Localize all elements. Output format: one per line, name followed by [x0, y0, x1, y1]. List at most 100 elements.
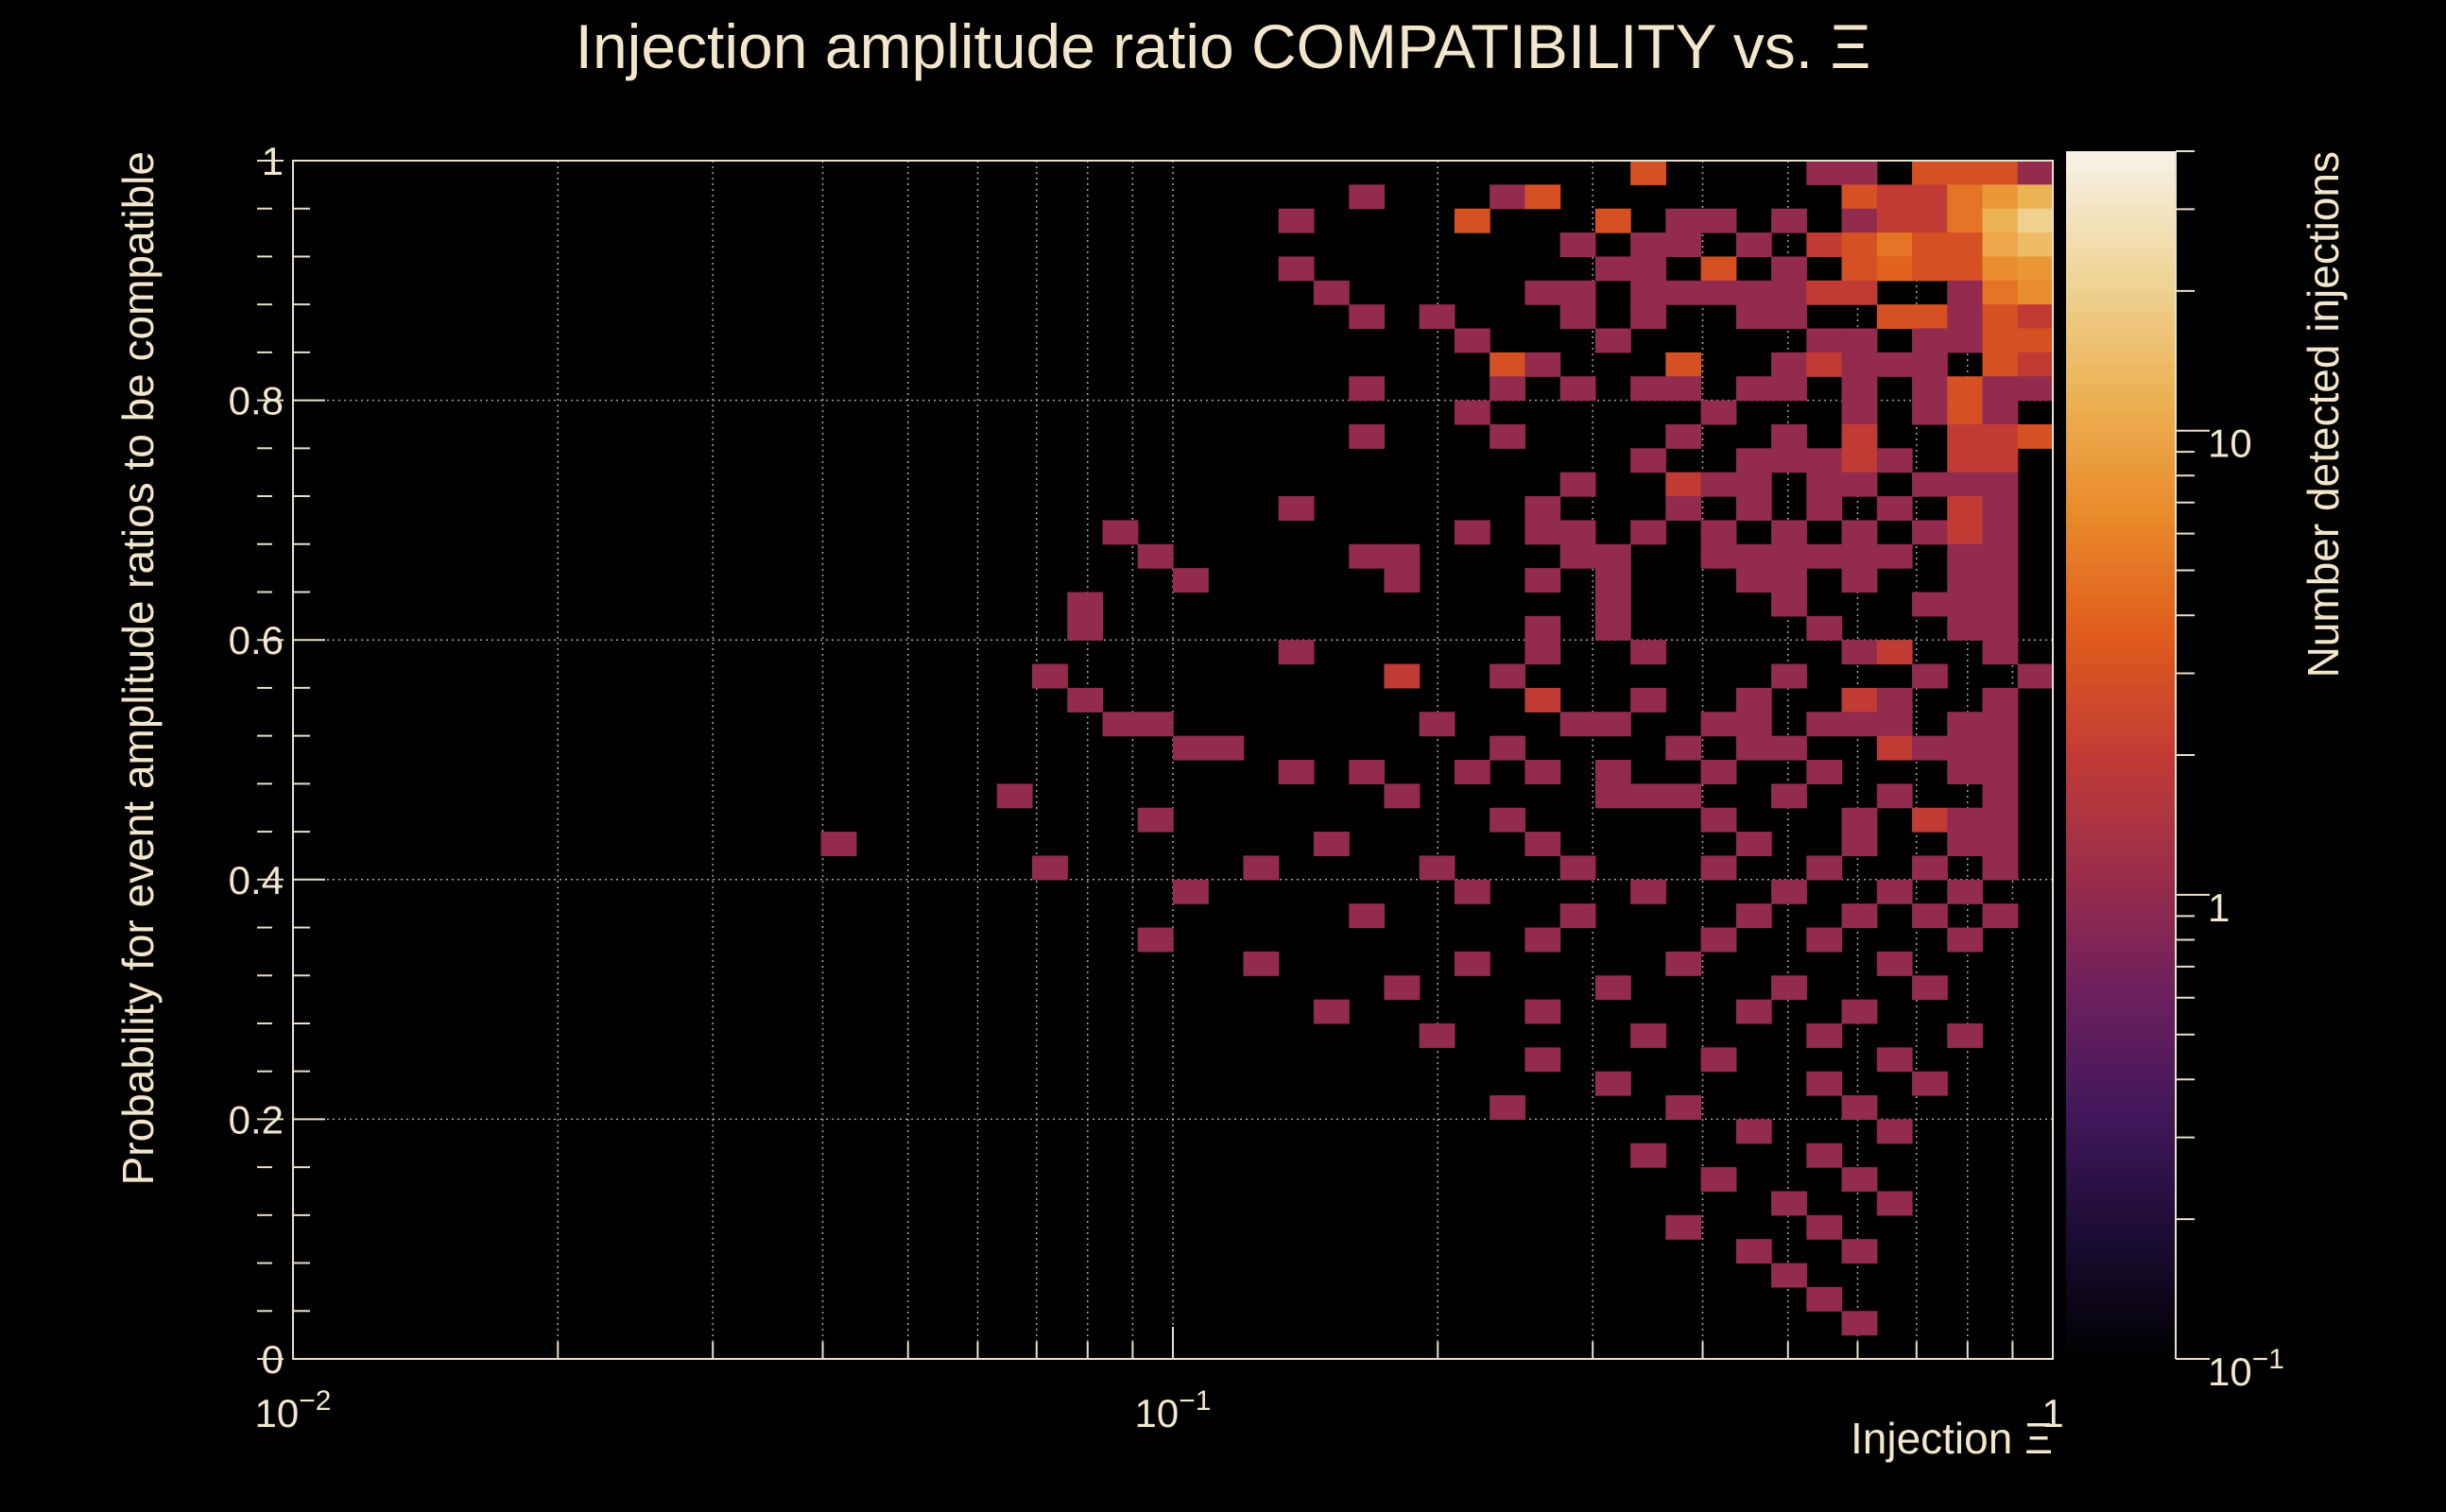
heatmap-cell	[1982, 232, 2019, 258]
heatmap-cell	[1700, 1047, 1737, 1073]
heatmap-cell	[1665, 280, 1702, 305]
heatmap-cell	[1630, 232, 1666, 258]
heatmap-cell	[1841, 256, 1878, 282]
colorbar-segment	[2066, 322, 2176, 334]
colorbar-segment	[2066, 282, 2176, 293]
heatmap-cell	[1841, 280, 1878, 305]
heatmap-cell	[1630, 879, 1666, 904]
heatmap-cell	[1700, 208, 1737, 233]
colorbar-segment	[2066, 433, 2176, 444]
colorbar-segment	[2066, 533, 2176, 545]
heatmap-cell	[1490, 376, 1525, 402]
heatmap-cell	[1630, 256, 1666, 282]
colorbar-segment	[2066, 1228, 2176, 1239]
colorbar-segment	[2066, 1217, 2176, 1229]
heatmap-cell	[1559, 304, 1596, 330]
heatmap-cell	[1665, 208, 1702, 233]
colorbar-segment	[2066, 986, 2176, 998]
heatmap-cell	[1243, 951, 1280, 976]
colorbar-segment	[2066, 745, 2176, 756]
heatmap-cell	[1735, 1119, 1772, 1144]
heatmap-cell	[1947, 615, 1984, 641]
colorbar-segment	[2066, 403, 2176, 414]
heatmap-cell	[1349, 760, 1386, 784]
heatmap-cell	[1806, 496, 1843, 521]
heatmap-cell	[1559, 472, 1596, 497]
heatmap-cell	[1876, 208, 1913, 233]
heatmap-cell	[1982, 807, 2019, 833]
heatmap-cell	[1806, 448, 1843, 473]
colorbar-segment	[2066, 926, 2176, 937]
heatmap-cell	[1137, 807, 1174, 833]
colorbar-segment	[2066, 574, 2176, 585]
heatmap-cell	[1982, 496, 2019, 521]
heatmap-cell	[2017, 423, 2054, 449]
heatmap-cell	[1841, 807, 1878, 833]
heatmap-cell	[1912, 663, 1948, 689]
heatmap-cell	[1630, 520, 1666, 545]
heatmap-cell	[2017, 256, 2054, 282]
heatmap-cell	[1806, 1214, 1843, 1240]
heatmap-cell	[1876, 735, 1913, 761]
heatmap-cell	[1982, 855, 2019, 881]
heatmap-cell	[1947, 161, 1984, 185]
heatmap-cell	[1349, 903, 1386, 929]
heatmap-cell	[1735, 448, 1772, 473]
heatmap-cell	[1771, 448, 1807, 473]
heatmap-cell	[1771, 543, 1807, 569]
colorbar-segment	[2066, 1329, 2176, 1340]
heatmap-cell	[1665, 352, 1702, 377]
colorbar-segment	[2066, 503, 2176, 515]
heatmap-cell	[1841, 640, 1878, 665]
heatmap-cell	[1735, 280, 1772, 305]
heatmap-cell	[1947, 256, 1984, 282]
colorbar-segment	[2066, 916, 2176, 927]
heatmap-cell	[1876, 712, 1913, 737]
heatmap-cell	[1771, 1263, 1807, 1288]
colorbar-segment	[2066, 815, 2176, 827]
colorbar-segment	[2066, 251, 2176, 263]
heatmap-cell	[1419, 855, 1456, 881]
colorbar-segment	[2066, 1258, 2176, 1269]
heatmap-cell	[1771, 208, 1807, 233]
heatmap-cell	[1313, 832, 1350, 857]
heatmap-cell	[1665, 1214, 1702, 1240]
heatmap-cell	[1349, 423, 1386, 449]
colorbar-segment	[2066, 976, 2176, 988]
heatmap-cell	[1665, 376, 1702, 402]
heatmap-cell	[1912, 328, 1948, 353]
heatmap-cell	[1700, 520, 1737, 545]
heatmap-cell	[1735, 903, 1772, 929]
heatmap-cell	[1771, 663, 1807, 689]
heatmap-cell	[1700, 712, 1737, 737]
colorbar-segment	[2066, 151, 2176, 163]
colorbar-segment	[2066, 1107, 2176, 1119]
heatmap-cell	[1559, 376, 1596, 402]
heatmap-cell	[1349, 376, 1386, 402]
heatmap-cell	[1594, 543, 1631, 569]
heatmap-cell	[1771, 1191, 1807, 1216]
colorbar-segment	[2066, 493, 2176, 505]
heatmap-cell	[1102, 520, 1139, 545]
heatmap-cell	[1982, 184, 2019, 210]
colorbar-segment	[2066, 885, 2176, 897]
heatmap-cell	[1032, 663, 1068, 689]
heatmap-cell	[1771, 735, 1807, 761]
heatmap-cell	[1912, 520, 1948, 545]
colorbar-segment	[2066, 1278, 2176, 1290]
heatmap-cell	[2017, 208, 2054, 233]
heatmap-cell	[1524, 760, 1561, 784]
y-tick-label: 0.8	[229, 379, 284, 423]
heatmap-cell	[1806, 712, 1843, 737]
heatmap-cell	[1524, 184, 1561, 210]
heatmap-cell	[1806, 855, 1843, 881]
heatmap-cell	[1771, 879, 1807, 904]
colorbar-segment	[2066, 825, 2176, 836]
colorbar-segment	[2066, 795, 2176, 807]
heatmap-cell	[1947, 496, 1984, 521]
heatmap-cell	[1912, 807, 1948, 833]
heatmap-cell	[1982, 832, 2019, 857]
heatmap-cell	[1490, 352, 1525, 377]
colorbar-segment	[2066, 875, 2176, 887]
heatmap-cell	[1806, 1022, 1843, 1048]
